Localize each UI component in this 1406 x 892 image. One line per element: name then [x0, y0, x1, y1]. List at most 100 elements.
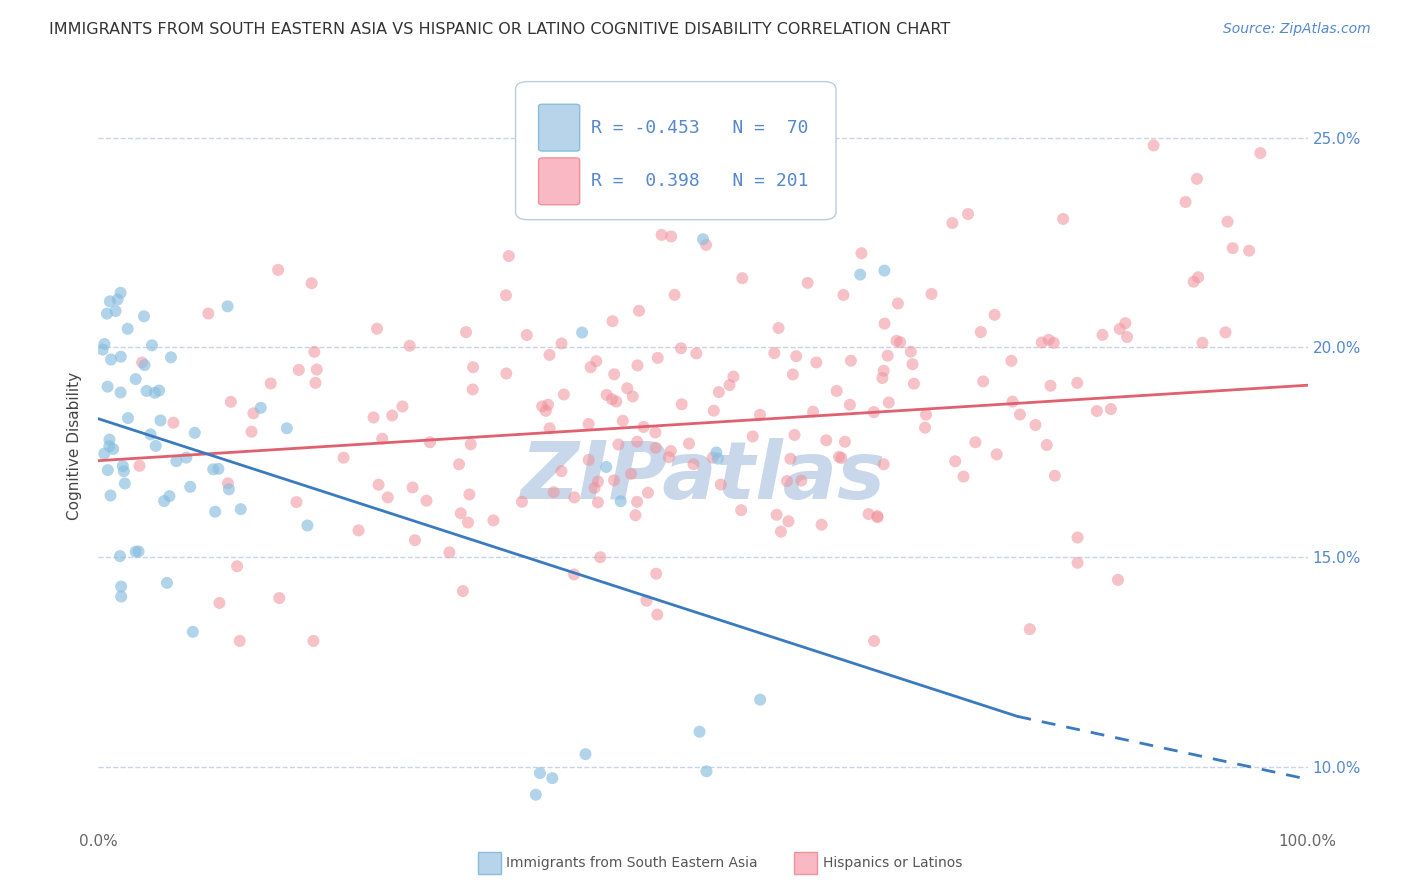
Point: [537, 398, 560, 412]
Point: [706, 445, 728, 459]
Point: [1042, 335, 1064, 350]
Point: [228, 634, 250, 648]
Point: [723, 369, 745, 384]
Point: [208, 596, 231, 610]
Point: [1215, 326, 1237, 340]
Point: [371, 432, 394, 446]
Point: [125, 544, 148, 558]
FancyBboxPatch shape: [538, 104, 579, 151]
Point: [626, 495, 648, 509]
Point: [391, 400, 413, 414]
Point: [451, 584, 474, 599]
Point: [553, 387, 575, 401]
Point: [903, 376, 925, 391]
Point: [304, 376, 326, 390]
Point: [658, 450, 681, 465]
Point: [664, 288, 686, 302]
Point: [873, 364, 896, 378]
Point: [627, 303, 650, 318]
Point: [1008, 408, 1031, 422]
Point: [249, 401, 271, 415]
Point: [204, 505, 226, 519]
Point: [612, 414, 634, 428]
Point: [132, 310, 155, 324]
Point: [645, 607, 668, 622]
Point: [943, 454, 966, 468]
Point: [1107, 573, 1129, 587]
Point: [1142, 138, 1164, 153]
Point: [135, 384, 157, 398]
Point: [633, 420, 655, 434]
Point: [741, 429, 763, 443]
Point: [229, 502, 252, 516]
Point: [637, 485, 659, 500]
Point: [834, 434, 856, 449]
Point: [624, 508, 647, 523]
Point: [110, 590, 132, 604]
Point: [301, 277, 323, 291]
Point: [439, 545, 461, 559]
Point: [901, 357, 924, 371]
Point: [703, 403, 725, 417]
Point: [564, 491, 586, 505]
Point: [242, 406, 264, 420]
Point: [304, 344, 326, 359]
Point: [534, 404, 557, 418]
Point: [965, 435, 987, 450]
Point: [886, 334, 908, 348]
Point: [404, 533, 426, 548]
Point: [682, 457, 704, 471]
Point: [952, 469, 974, 483]
Point: [128, 458, 150, 473]
Point: [1043, 468, 1066, 483]
Point: [110, 580, 132, 594]
Point: [1024, 417, 1046, 432]
Point: [595, 460, 617, 475]
Point: [685, 346, 707, 360]
Point: [956, 207, 979, 221]
Point: [1052, 211, 1074, 226]
Point: [112, 464, 135, 478]
Point: [117, 322, 139, 336]
Point: [461, 383, 484, 397]
Point: [986, 447, 1008, 461]
Point: [160, 351, 183, 365]
FancyBboxPatch shape: [516, 82, 837, 219]
Point: [495, 367, 517, 381]
Y-axis label: Cognitive Disability: Cognitive Disability: [67, 372, 83, 520]
Point: [1000, 354, 1022, 368]
Point: [174, 450, 197, 465]
Point: [621, 389, 644, 403]
Point: [531, 400, 554, 414]
Point: [240, 425, 263, 439]
Point: [156, 575, 179, 590]
Point: [381, 409, 404, 423]
Point: [347, 524, 370, 538]
Point: [543, 485, 565, 500]
Point: [778, 514, 800, 528]
Point: [731, 271, 754, 285]
Point: [768, 321, 790, 335]
Point: [538, 421, 561, 435]
Point: [671, 397, 693, 411]
Point: [692, 232, 714, 246]
Point: [100, 352, 122, 367]
Point: [1099, 402, 1122, 417]
Point: [765, 508, 787, 522]
Point: [184, 425, 207, 440]
Point: [218, 483, 240, 497]
Point: [516, 328, 538, 343]
Point: [202, 462, 225, 476]
Point: [1066, 531, 1088, 545]
Point: [114, 476, 136, 491]
Point: [825, 384, 848, 398]
Point: [586, 475, 609, 489]
Text: IMMIGRANTS FROM SOUTH EASTERN ASIA VS HISPANIC OR LATINO COGNITIVE DISABILITY CO: IMMIGRANTS FROM SOUTH EASTERN ASIA VS HI…: [49, 22, 950, 37]
Point: [285, 495, 308, 509]
Point: [889, 335, 911, 350]
Point: [626, 359, 648, 373]
Point: [398, 339, 420, 353]
Point: [541, 771, 564, 785]
Point: [1191, 335, 1213, 350]
Point: [197, 306, 219, 320]
